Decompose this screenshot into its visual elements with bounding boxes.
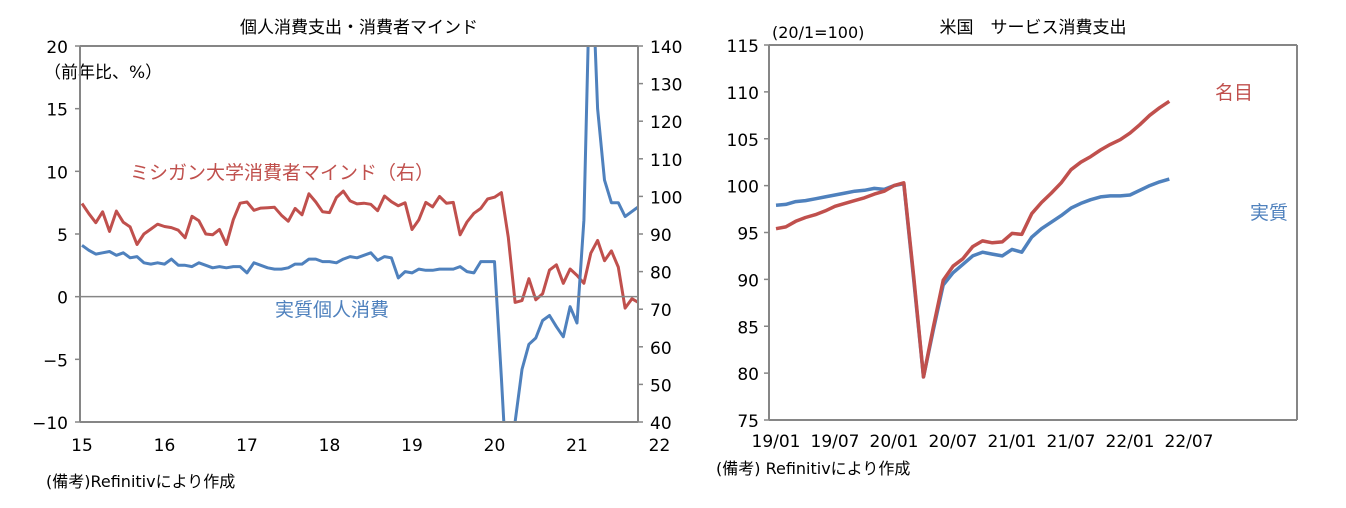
legend-label-real-consumption: 実質個人消費 — [275, 299, 389, 321]
x-tick-label: 22/07 — [1165, 432, 1214, 452]
y-tick-label: 115 — [727, 37, 759, 57]
x-tick-label: 17 — [236, 436, 258, 456]
y-tick-label-left: 15 — [46, 101, 68, 121]
x-tick-label: 21/01 — [988, 432, 1037, 452]
y-tick-label-left: 20 — [46, 38, 68, 58]
y-tick-label: 85 — [737, 318, 759, 338]
y-tick-label-right: 40 — [650, 414, 672, 434]
y-tick-label-left: −5 — [43, 351, 68, 371]
x-tick-label: 22/01 — [1106, 432, 1155, 452]
x-tick-label: 21 — [566, 436, 588, 456]
right-chart-title: 米国 サービス消費支出 — [940, 18, 1127, 38]
y-tick-label: 75 — [737, 412, 759, 432]
right-y-axis-unit: (20/1=100) — [772, 23, 864, 42]
y-tick-label: 90 — [737, 271, 759, 291]
right-chart-source-note: (備考) Refinitivにより作成 — [716, 459, 910, 478]
y-tick-label: 100 — [727, 178, 759, 198]
left-chart: 個人消費支出・消費者マインド （前年比、%） 20151050−5−101401… — [32, 18, 682, 491]
x-tick-label: 20/01 — [870, 432, 919, 452]
left-axes: 20151050−5−10140130120110100908070605040… — [32, 38, 682, 456]
y-tick-label-left: 0 — [57, 289, 68, 309]
y-tick-label-left: 10 — [46, 163, 68, 183]
legend-label-michigan-sentiment: ミシガン大学消費者マインド（右） — [130, 162, 434, 184]
y-tick-label-right: 60 — [650, 339, 672, 359]
y-tick-label-right: 110 — [650, 151, 682, 171]
nominal-services-line — [775, 99, 1171, 379]
right-chart: 米国 サービス消費支出 (20/1=100) 115 110 105 100 95 90 8… — [716, 18, 1298, 478]
left-chart-source-note: (備考)Refinitivにより作成 — [46, 472, 235, 491]
x-tick-label: 15 — [71, 436, 93, 456]
x-tick-label: 21/07 — [1047, 432, 1096, 452]
real-services-line — [775, 177, 1170, 379]
y-tick-label-left: −10 — [32, 414, 68, 434]
y-tick-label: 105 — [727, 131, 759, 151]
y-tick-label: 80 — [737, 365, 759, 385]
y-tick-label: 110 — [727, 84, 759, 104]
michigan-sentiment-line — [80, 189, 638, 310]
y-tick-label-right: 70 — [650, 301, 672, 321]
y-tick-label: 95 — [737, 225, 759, 245]
legend-label-real: 実質 — [1250, 202, 1288, 224]
x-tick-label: 22 — [649, 436, 671, 456]
x-tick-label: 18 — [319, 436, 341, 456]
x-tick-label: 19 — [401, 436, 423, 456]
x-tick-label: 19/01 — [752, 432, 801, 452]
x-tick-label: 19/07 — [811, 432, 860, 452]
x-tick-label: 20 — [484, 436, 506, 456]
real-consumption-line — [81, 46, 638, 422]
y-tick-label-right: 120 — [650, 113, 682, 133]
y-tick-label-right: 80 — [650, 264, 672, 284]
y-tick-label-right: 130 — [650, 76, 682, 96]
y-tick-label-right: 90 — [650, 226, 672, 246]
x-tick-label: 20/07 — [929, 432, 978, 452]
legend-label-nominal: 名目 — [1215, 82, 1253, 104]
left-chart-title: 個人消費支出・消費者マインド — [240, 18, 478, 38]
right-plot-area — [775, 99, 1171, 379]
y-tick-label-left: 5 — [57, 226, 68, 246]
y-tick-label-right: 100 — [650, 188, 682, 208]
x-tick-label: 16 — [154, 436, 176, 456]
y-tick-label-right: 140 — [650, 38, 682, 58]
y-tick-label-right: 50 — [650, 376, 672, 396]
left-y-axis-unit: （前年比、%） — [44, 63, 162, 83]
left-plot-area — [80, 46, 638, 422]
